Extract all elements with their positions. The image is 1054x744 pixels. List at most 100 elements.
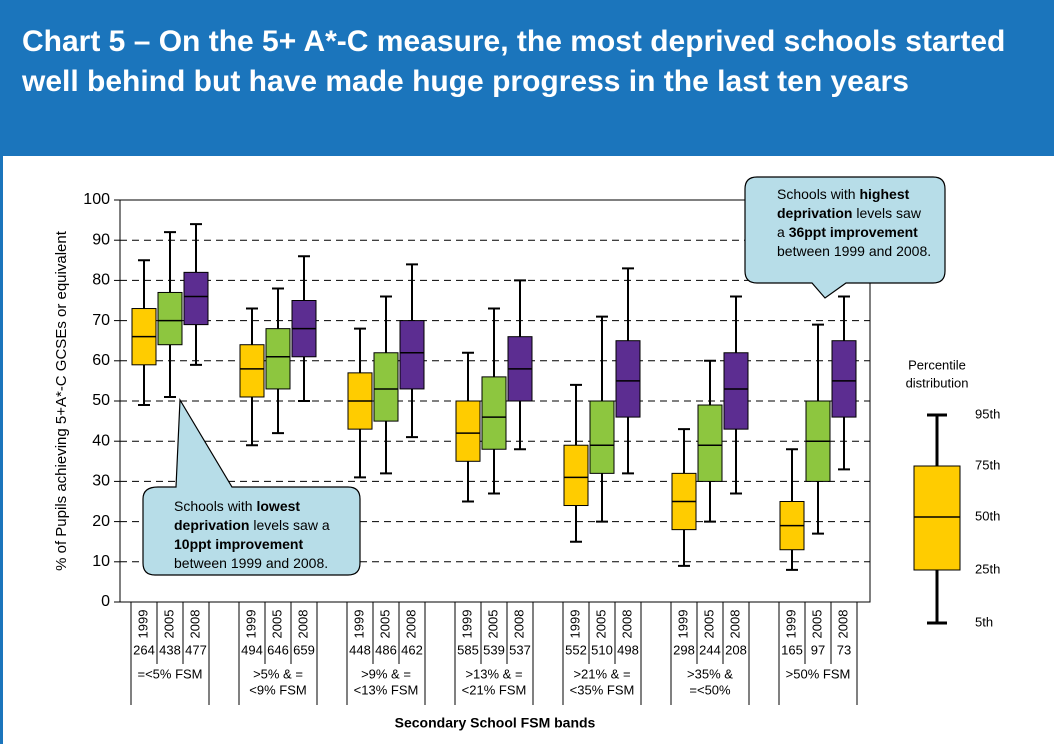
year-label: 2008 (295, 610, 310, 639)
year-label: 2008 (511, 610, 526, 639)
lower-whisker (570, 505, 582, 543)
category-label: >5% & = (253, 666, 303, 681)
y-tick-label: 60 (92, 352, 110, 369)
callout-segment: levels saw (852, 205, 921, 221)
callout-segment: a (777, 224, 789, 240)
box (373, 352, 399, 422)
legend-label: 5th (975, 614, 993, 629)
upper-whisker (596, 315, 608, 401)
box (615, 340, 641, 418)
count-label: 244 (699, 642, 721, 657)
callout-segment: 10ppt improvement (174, 536, 303, 552)
count-label: 97 (811, 642, 825, 657)
legend-label: 50th (975, 508, 1000, 523)
lower-whisker (622, 417, 634, 475)
count-label: 448 (349, 642, 371, 657)
year-label: 2005 (485, 610, 500, 639)
box (455, 400, 481, 462)
callout-segment: Schools with (174, 498, 256, 514)
count-label: 165 (781, 642, 803, 657)
category-label: <35% FSM (570, 682, 635, 697)
lower-whisker (730, 429, 742, 495)
upper-whisker (786, 448, 798, 502)
lower-whisker (380, 421, 392, 475)
lower-whisker (838, 417, 850, 471)
lower-whisker (596, 473, 608, 523)
upper-whisker (514, 279, 526, 337)
lower-whisker (704, 481, 716, 523)
year-label: 2005 (377, 610, 392, 639)
upper-whisker (622, 267, 634, 341)
callout-text: a 36ppt improvement (777, 224, 918, 240)
category-label: >21% & = (573, 666, 630, 681)
y-tick-label: 80 (92, 272, 110, 289)
callout-segment: deprivation (174, 517, 249, 533)
box (399, 320, 425, 390)
box (697, 404, 723, 482)
count-label: 298 (673, 642, 695, 657)
y-tick-label: 20 (92, 513, 110, 530)
year-label: 2008 (187, 610, 202, 639)
category-label: >13% & = (465, 666, 522, 681)
count-label: 494 (241, 642, 263, 657)
count-label: 462 (401, 642, 423, 657)
y-tick-label: 10 (92, 553, 110, 570)
y-tick-label: 30 (92, 473, 110, 490)
box (183, 271, 209, 326)
year-label: 1999 (567, 610, 582, 639)
upper-whisker (164, 231, 176, 293)
count-label: 498 (617, 642, 639, 657)
callout-segment: deprivation (777, 205, 852, 221)
legend-label: 95th (975, 406, 1000, 421)
y-tick-label: 40 (92, 432, 110, 449)
lower-whisker (246, 396, 258, 447)
year-label: 2008 (403, 610, 418, 639)
count-label: 539 (483, 642, 505, 657)
category-label: <13% FSM (354, 682, 419, 697)
header: Chart 5 – On the 5+ A*-C measure, the mo… (0, 0, 1054, 156)
count-label: 552 (565, 642, 587, 657)
upper-whisker (462, 351, 474, 401)
year-label: 2008 (619, 610, 634, 639)
box (157, 291, 183, 346)
count-label: 477 (185, 642, 207, 657)
count-label: 208 (725, 642, 747, 657)
upper-whisker (354, 327, 366, 373)
upper-whisker (812, 323, 824, 401)
count-label: 585 (457, 642, 479, 657)
lower-whisker (514, 401, 526, 451)
category-label: >50% FSM (786, 666, 851, 681)
year-label: 2008 (727, 610, 742, 639)
upper-whisker (246, 307, 258, 345)
category-label: =<50% (689, 682, 731, 697)
callout-text: Schools with highest (777, 186, 910, 202)
category-label: >9% & = (361, 666, 411, 681)
count-label: 537 (509, 642, 531, 657)
count-label: 646 (267, 642, 289, 657)
count-label: 486 (375, 642, 397, 657)
upper-whisker (704, 359, 716, 406)
callout-segment: between 1999 and 2008. (777, 243, 931, 259)
lower-whisker (812, 481, 824, 535)
category-label: =<5% FSM (137, 666, 202, 681)
callout-segment: highest (859, 186, 909, 202)
upper-whisker (678, 428, 690, 474)
year-label: 2005 (809, 610, 824, 639)
callout-bubble (744, 176, 946, 299)
upper-whisker (838, 295, 850, 341)
chart-title: Chart 5 – On the 5+ A*-C measure, the mo… (22, 25, 1006, 98)
year-label: 2008 (835, 610, 850, 639)
callout-segment: lowest (256, 498, 300, 514)
count-label: 510 (591, 642, 613, 657)
callout-segment: levels saw a (249, 517, 329, 533)
count-label: 659 (293, 642, 315, 657)
year-label: 1999 (783, 610, 798, 639)
lower-whisker (190, 324, 202, 366)
upper-whisker (272, 287, 284, 329)
upper-whisker (138, 259, 150, 309)
upper-whisker (488, 307, 500, 377)
lower-whisker (786, 549, 798, 571)
y-tick-label: 100 (83, 191, 110, 208)
category-label: >35% & (687, 666, 733, 681)
